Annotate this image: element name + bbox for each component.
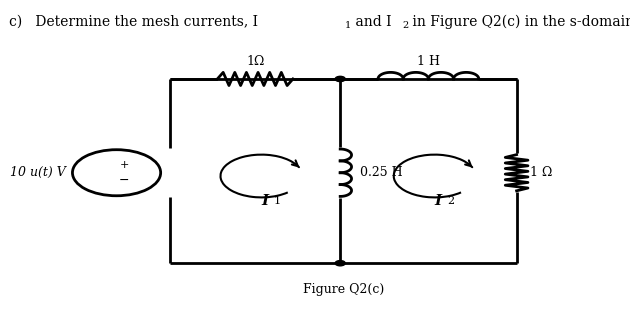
Text: 2: 2: [402, 21, 408, 30]
Text: 1 H: 1 H: [417, 55, 440, 68]
Text: −: −: [119, 173, 129, 187]
Text: in Figure Q2(c) in the s-domain.: in Figure Q2(c) in the s-domain.: [408, 15, 630, 29]
Text: 2: 2: [447, 196, 454, 206]
Text: +: +: [120, 160, 129, 169]
Circle shape: [335, 76, 345, 82]
Text: 0.25 H: 0.25 H: [360, 166, 403, 179]
Text: 1Ω: 1Ω: [246, 55, 265, 68]
Text: 1: 1: [273, 196, 281, 206]
Text: I: I: [261, 194, 268, 208]
Text: 1 Ω: 1 Ω: [530, 166, 553, 179]
Text: c)   Determine the mesh currents, I: c) Determine the mesh currents, I: [9, 15, 258, 29]
Circle shape: [335, 261, 345, 266]
Text: and I: and I: [351, 15, 391, 29]
Text: I: I: [434, 194, 442, 208]
Text: 1: 1: [345, 21, 352, 30]
Text: 10 u(t) V: 10 u(t) V: [11, 166, 66, 179]
Text: Figure Q2(c): Figure Q2(c): [303, 283, 384, 296]
